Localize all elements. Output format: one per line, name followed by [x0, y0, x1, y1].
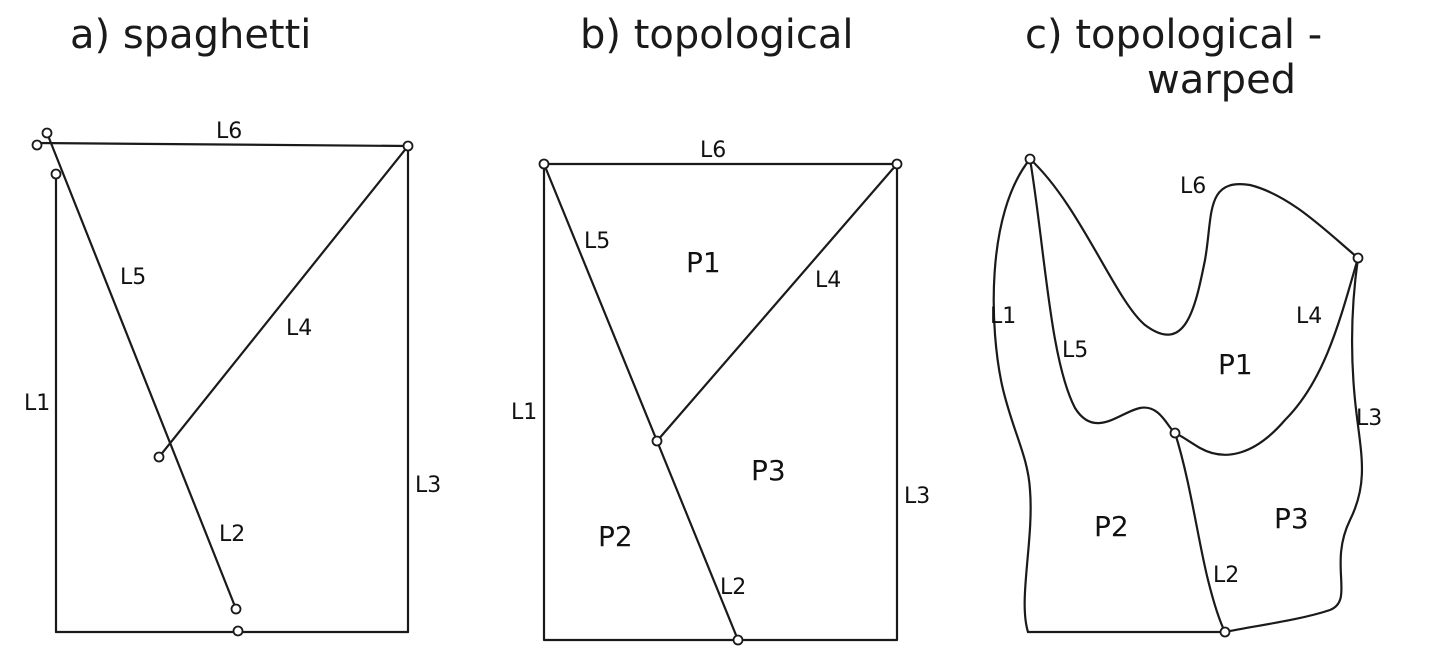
node — [230, 603, 242, 615]
edge-l4 — [655, 162, 899, 443]
panel-topological-warped: c) topological - warped L6 L1 L4 L5 L3 L… — [990, 12, 1382, 638]
node — [891, 158, 903, 170]
node — [232, 625, 244, 637]
outer-boundary — [542, 162, 899, 642]
label-l5: L5 — [584, 229, 610, 254]
node — [402, 140, 414, 152]
label-l1: L1 — [511, 400, 537, 425]
polygon-label-p2: P2 — [1094, 510, 1129, 543]
label-l3: L3 — [1356, 406, 1382, 431]
polygon-label-p2: P2 — [598, 520, 633, 553]
panel-b-title: b) topological — [580, 12, 853, 58]
label-l2: L2 — [1213, 563, 1239, 588]
edge-l1 — [992, 157, 1032, 634]
edge-l4 — [157, 144, 410, 459]
node — [1169, 427, 1181, 439]
node — [1352, 252, 1364, 264]
node — [1024, 153, 1036, 165]
label-l5: L5 — [120, 265, 146, 290]
label-l2: L2 — [219, 522, 245, 547]
label-l4: L4 — [815, 268, 841, 293]
label-l2: L2 — [720, 575, 746, 600]
panel-spaghetti: a) spaghetti L6 L5 L4 L1 L3 L2 — [24, 12, 441, 637]
node — [732, 634, 744, 646]
panel-c-title-line1: c) topological - — [1025, 12, 1322, 58]
label-l4: L4 — [286, 316, 312, 341]
node — [538, 158, 550, 170]
polygon-label-p1: P1 — [686, 246, 721, 279]
edge-l3 — [1223, 256, 1364, 634]
panel-c-title-line2: warped — [1147, 57, 1296, 103]
label-l6: L6 — [216, 119, 242, 144]
node — [1219, 626, 1231, 638]
label-l3: L3 — [904, 484, 930, 509]
label-l6: L6 — [700, 138, 726, 163]
label-l4: L4 — [1296, 304, 1322, 329]
node — [50, 168, 62, 180]
node — [31, 139, 43, 151]
panel-topological: b) topological L6 L5 L4 L1 L3 L2 P1 P3 P… — [511, 12, 930, 646]
edge-l2 — [655, 439, 740, 642]
node — [41, 127, 53, 139]
label-l6: L6 — [1180, 174, 1206, 199]
edge-l5 — [1028, 157, 1177, 435]
node — [651, 435, 663, 447]
polygon-label-p3: P3 — [1274, 502, 1309, 535]
edge-l6 — [1028, 157, 1360, 336]
edge-l6 — [34, 141, 410, 148]
label-l5: L5 — [1062, 338, 1088, 363]
label-l1: L1 — [24, 391, 50, 416]
polygon-label-p1: P1 — [1218, 348, 1253, 381]
polygon-label-p3: P3 — [751, 454, 786, 487]
panel-a-title: a) spaghetti — [70, 12, 311, 58]
edge-l5 — [542, 162, 659, 443]
edge-l5-l2 — [45, 131, 238, 611]
label-l3: L3 — [415, 473, 441, 498]
node — [153, 451, 165, 463]
edge-l4 — [1173, 256, 1360, 456]
edge-l2 — [1173, 431, 1227, 634]
label-l1: L1 — [990, 304, 1016, 329]
